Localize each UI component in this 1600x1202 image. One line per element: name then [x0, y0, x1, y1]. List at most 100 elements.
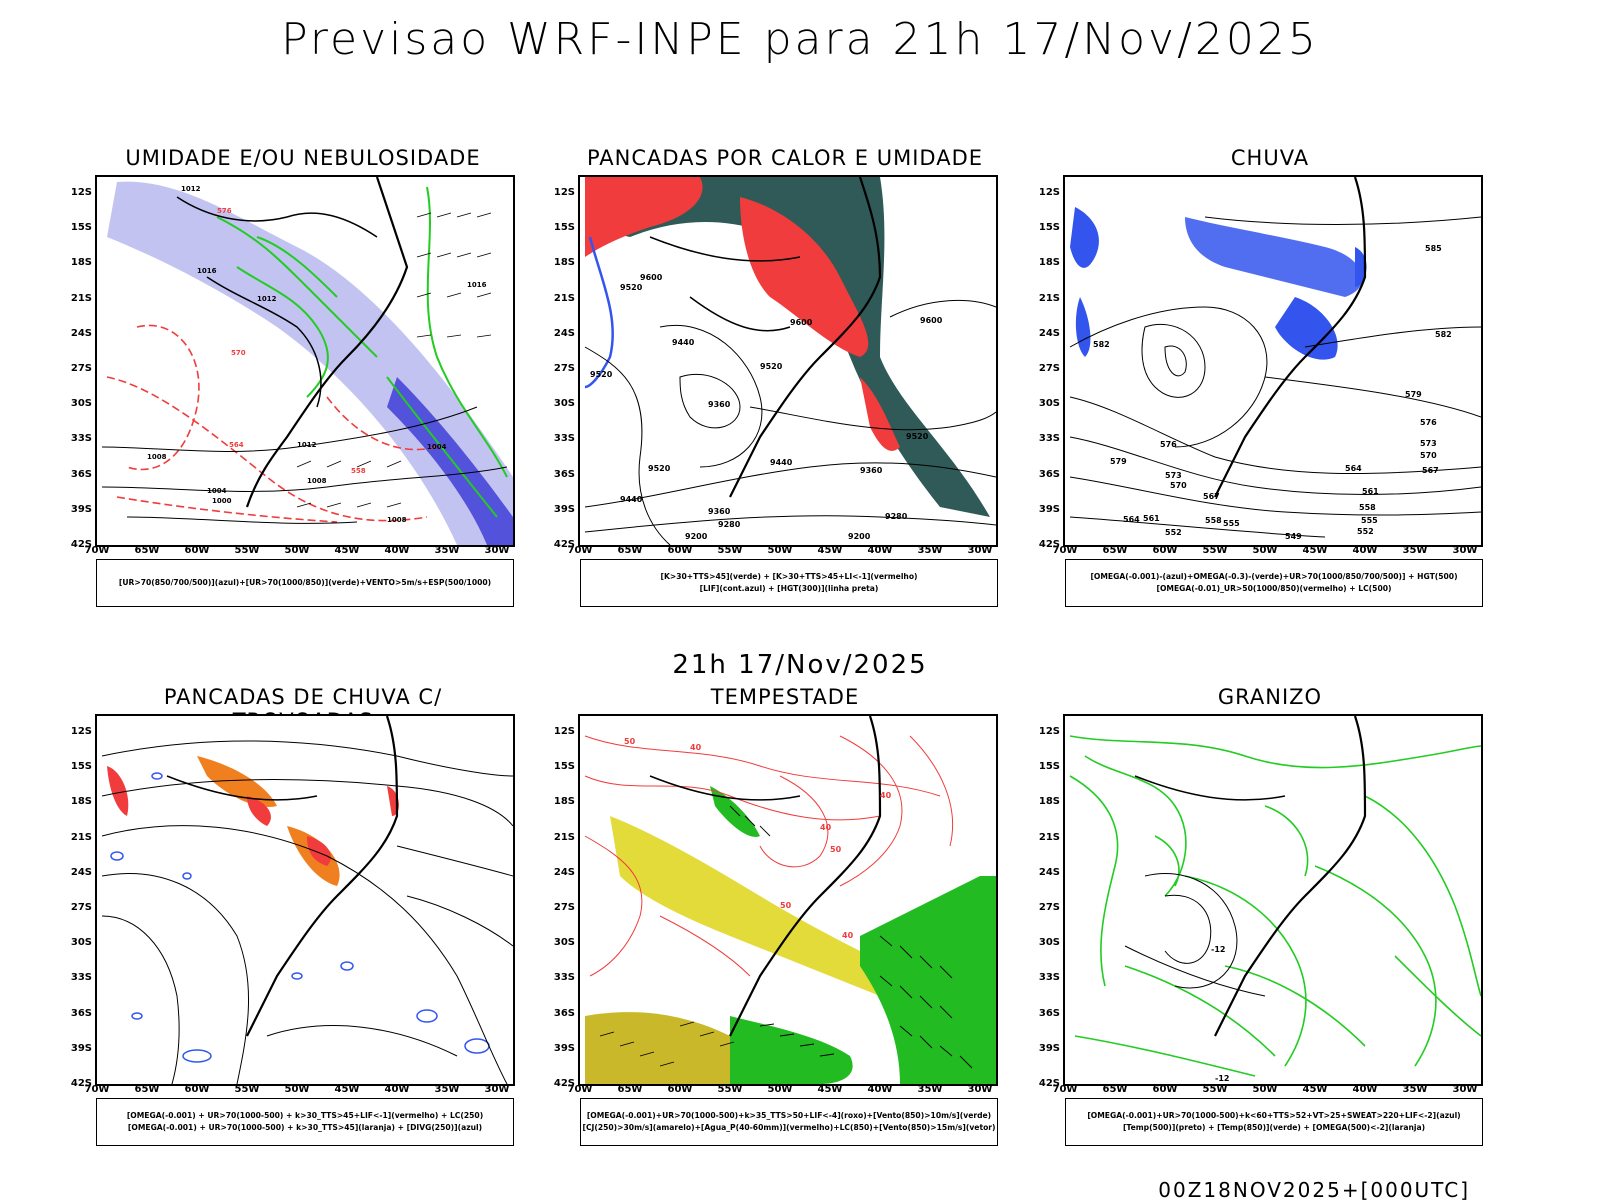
isobar: [101, 466, 508, 492]
border: [689, 296, 791, 332]
lat-tick-label: 42S: [553, 1078, 575, 1089]
lon-tick-label: 70W: [567, 1084, 593, 1095]
wind850-green: [860, 876, 996, 1084]
lat-tick-label: 18S: [1038, 257, 1060, 269]
lat-tick-label: 24S: [70, 866, 92, 878]
contour-label: 1008: [307, 477, 327, 485]
contour-label: 9200: [685, 532, 708, 541]
contour-label-group: 1012 1016 1012 1008 1004 1000 1008 1012 …: [147, 185, 487, 524]
contour-label: 579: [1110, 457, 1127, 466]
contour-label: 564: [1123, 515, 1140, 524]
lon-tick-label: 55W: [717, 1084, 743, 1095]
contour-label: -12: [1215, 1074, 1229, 1083]
lat-tick-label: 36S: [70, 1007, 92, 1019]
contour-label: 576: [1420, 418, 1437, 427]
contour-label: 9440: [672, 338, 695, 347]
legend-chuva: [OMEGA(-0.001)-(azul)+OMEGA(-0.3)-(verde…: [1065, 559, 1483, 607]
contour-label: 9440: [770, 458, 793, 467]
contour-label-group: -12 -12: [1211, 945, 1229, 1083]
green-contour: [386, 376, 498, 518]
contour-label: 1000: [212, 497, 232, 505]
hgt-contour: [749, 406, 996, 431]
contour-label: 9600: [920, 316, 943, 325]
coastline: [245, 177, 409, 508]
contour-label: 40: [820, 823, 832, 832]
legend-tempestade: [OMEGA(-0.001)+UR>70(1000-500)+k>35_TTS>…: [580, 1098, 998, 1146]
lat-tick-label: 12S: [70, 726, 92, 737]
lat-tick-label: 27S: [553, 363, 575, 374]
lat-tick-label: 27S: [70, 902, 92, 913]
contour-label: 1004: [207, 487, 227, 495]
map-pancadas: 9600 9520 9440 9520 9360 9520 9440 9360 …: [578, 175, 998, 547]
lon-tick-label: 55W: [234, 1084, 260, 1095]
contour-label: 585: [1425, 244, 1442, 253]
lon-tick-label: 50W: [284, 545, 310, 556]
legend-umidade: [UR>70(850/700/500)](azul)+[UR>70(1000/8…: [96, 559, 514, 607]
contour-label: 1016: [197, 267, 217, 275]
contour-label: 9280: [718, 520, 741, 529]
red-dashed-contour: [106, 376, 428, 522]
legend-line: [CJ(250)>30m/s](amarelo)+[Agua_P(40-60mm…: [582, 1123, 996, 1132]
lat-tick-label: 24S: [70, 327, 92, 339]
contour-label: 576: [1160, 440, 1177, 449]
lat-tick-label: 33S: [553, 433, 575, 445]
lon-tick-label: 60W: [1152, 1084, 1178, 1095]
contour-label: 564: [1345, 464, 1362, 473]
contour-label: 9600: [790, 318, 813, 327]
contour-label: 573: [1420, 439, 1437, 448]
lat-tick-label: 36S: [70, 468, 92, 480]
lon-tick-label: 30W: [1452, 545, 1478, 556]
lon-tick-label: 50W: [1252, 545, 1278, 556]
lat-tick-label: 30S: [553, 398, 575, 410]
lat-tick-label: 18S: [1038, 796, 1060, 808]
contour-label: 558: [1359, 503, 1376, 512]
contour-label: 50: [830, 845, 842, 854]
border: [649, 236, 801, 262]
lat-tick-label: 18S: [553, 257, 575, 269]
legend-line: [OMEGA(-0.001)+UR>70(1000-500)+k>35_TTS>…: [586, 1111, 992, 1120]
border: [649, 775, 801, 801]
contour-label: 9360: [708, 507, 731, 516]
legend-trovoadas: [OMEGA(-0.001) + UR>70(1000-500) + k>30_…: [96, 1098, 514, 1146]
lon-tick-label: 45W: [817, 545, 843, 556]
li-region-red: [585, 177, 703, 257]
hgt500-contour: [1204, 216, 1481, 225]
green-contour: [236, 266, 329, 398]
contour-label: 558: [1205, 516, 1222, 525]
green-contour: [426, 186, 508, 478]
green-contour: [216, 216, 378, 358]
contour-label: 50: [624, 737, 636, 746]
contour-label: 9440: [620, 495, 643, 504]
lon-tick-label: 60W: [667, 545, 693, 556]
hgt500-contour: [1069, 476, 1481, 516]
lif-contour-blue: [584, 236, 614, 389]
lat-tick-label: 15S: [553, 761, 575, 773]
hgt500-contour: [1069, 396, 1481, 475]
lat-tick-label: 15S: [70, 761, 92, 773]
lat-tick-label: 21S: [553, 292, 575, 304]
contour-label: 9600: [640, 273, 663, 282]
lat-tick-label: 21S: [70, 831, 92, 843]
legend-line: [Temp(500)](preto) + [Temp(850)](verde) …: [1122, 1123, 1426, 1132]
lat-tick-label: 12S: [553, 726, 575, 737]
contour-label: 40: [690, 743, 702, 752]
lon-tick-label: 45W: [1302, 545, 1328, 556]
contour-label: 1008: [147, 453, 167, 461]
contour-label: 570: [1170, 481, 1187, 490]
lon-tick-label: 70W: [1052, 545, 1078, 556]
lon-tick-label: 55W: [1202, 545, 1228, 556]
border: [166, 775, 318, 801]
map-tempestade: 50 40 40 50 40 50 40: [578, 714, 998, 1086]
contour-label: -12: [1211, 945, 1225, 954]
temp500-black-contours: [1124, 872, 1266, 997]
lat-tick-label: 36S: [553, 468, 575, 480]
coastline: [729, 177, 882, 498]
hgt500-contour: [1304, 326, 1481, 348]
lat-tick-label: 15S: [553, 222, 575, 234]
contour-label-group: 585 582 579 576 573 570 567 564 561 558 …: [1093, 244, 1452, 541]
contour-label: 40: [842, 931, 854, 940]
lat-tick-label: 12S: [553, 187, 575, 198]
lon-tick-label: 60W: [184, 1084, 210, 1095]
contour-label: 564: [229, 441, 244, 449]
lon-tick-label: 60W: [667, 1084, 693, 1095]
